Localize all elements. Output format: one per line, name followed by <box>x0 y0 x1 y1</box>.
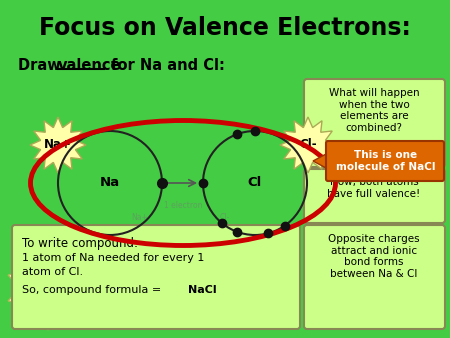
Text: Na+: Na+ <box>44 139 72 151</box>
Text: What will happen
when the two
elements are
combined?: What will happen when the two elements a… <box>328 88 419 133</box>
Text: 1 electron: 1 electron <box>164 200 202 210</box>
Text: Focus on Valence Electrons:: Focus on Valence Electrons: <box>39 16 411 40</box>
Text: Draw: Draw <box>18 57 66 72</box>
Text: To write compound:: To write compound: <box>22 237 138 250</box>
Text: valence: valence <box>58 57 122 72</box>
FancyBboxPatch shape <box>304 225 445 329</box>
Polygon shape <box>8 246 88 330</box>
FancyBboxPatch shape <box>304 169 445 223</box>
Text: Na+: Na+ <box>131 214 149 222</box>
Text: This is one
molecule of NaCl: This is one molecule of NaCl <box>336 150 436 172</box>
Text: Na: Na <box>100 176 120 190</box>
FancyBboxPatch shape <box>326 141 444 181</box>
Text: atom of Cl.: atom of Cl. <box>22 267 83 277</box>
Polygon shape <box>280 117 336 173</box>
Text: Cl: Cl <box>248 176 262 190</box>
Text: Cl-: Cl- <box>220 214 230 222</box>
Text: 1 atom of Na needed for every 1: 1 atom of Na needed for every 1 <box>22 253 204 263</box>
FancyBboxPatch shape <box>12 225 300 329</box>
Polygon shape <box>313 153 328 169</box>
FancyBboxPatch shape <box>304 79 445 167</box>
Text: Now, both atoms
have full valence!: Now, both atoms have full valence! <box>328 177 421 199</box>
Text: NaCl: NaCl <box>188 285 216 295</box>
Polygon shape <box>30 117 86 173</box>
Text: Opposite charges
attract and ionic
bond forms
between Na & Cl: Opposite charges attract and ionic bond … <box>328 234 420 279</box>
Text: for Na and Cl:: for Na and Cl: <box>106 57 225 72</box>
Text: So, compound formula =: So, compound formula = <box>22 285 165 295</box>
Text: Cl-: Cl- <box>299 139 317 151</box>
